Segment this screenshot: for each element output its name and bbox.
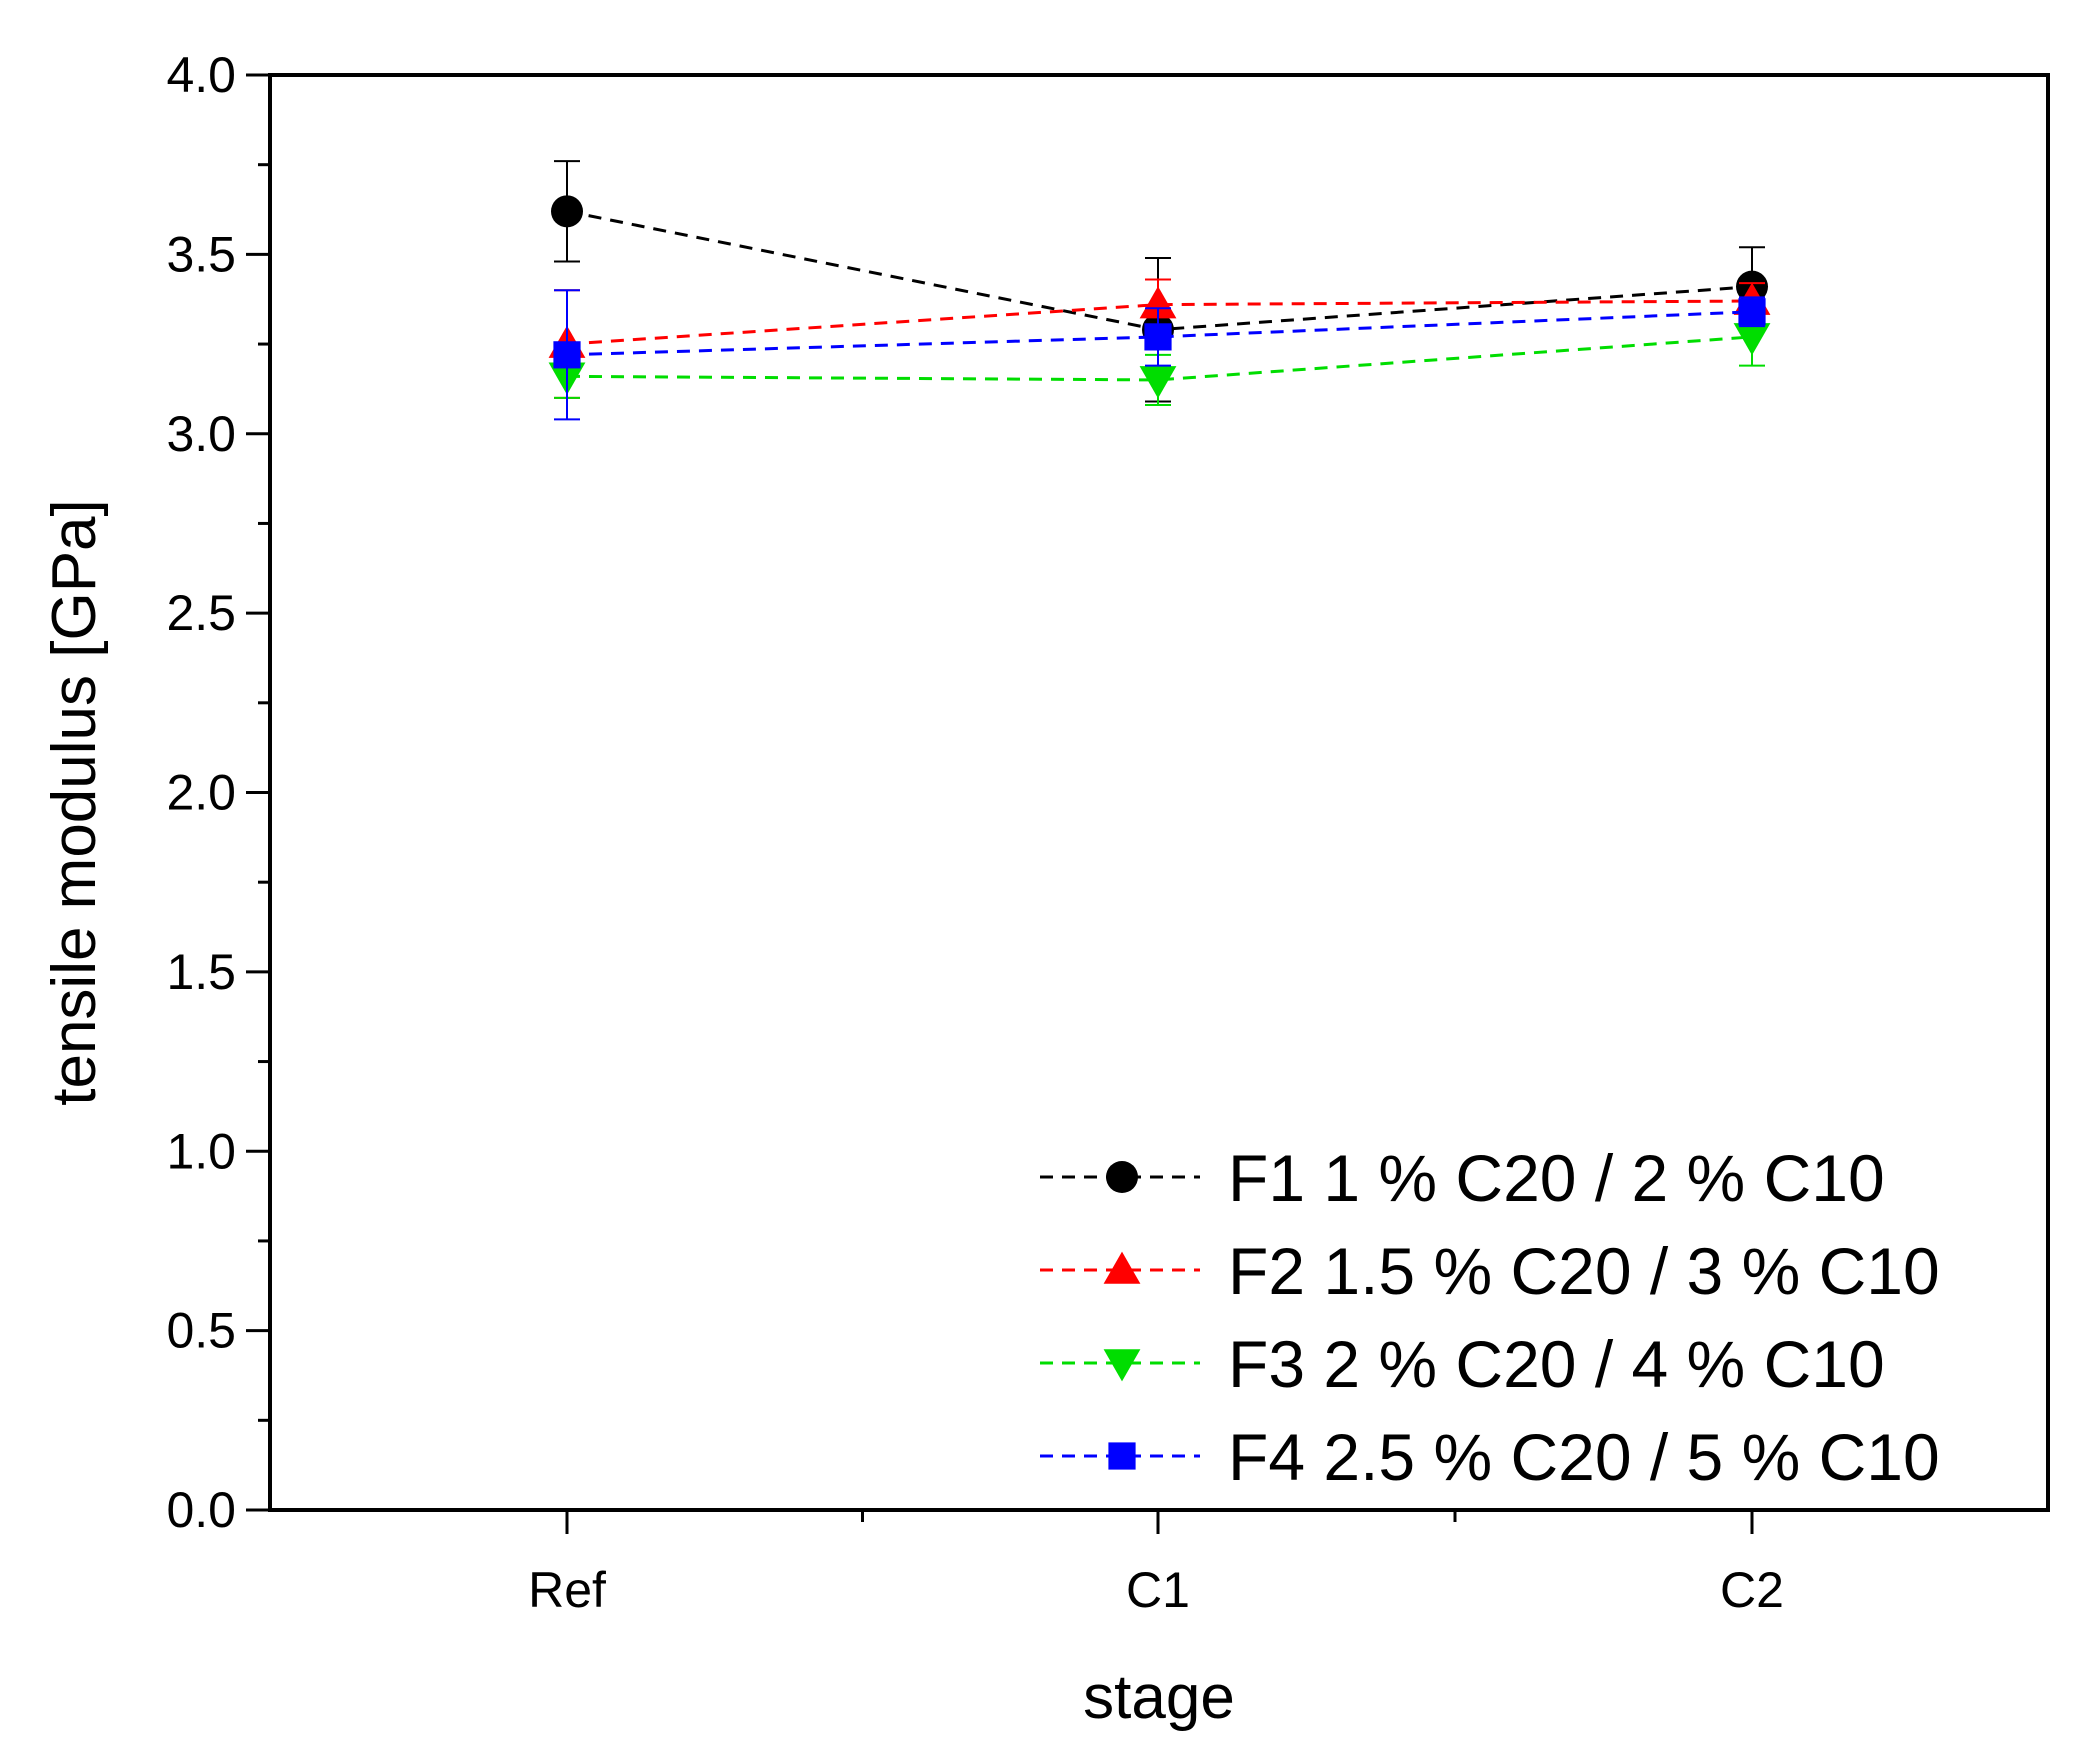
legend: F1 1 % C20 / 2 % C10 F2 1.5 % C20 / 3 % C… (1040, 1141, 1940, 1494)
legend-label: F2 1.5 % C20 / 3 % C10 (1228, 1234, 1940, 1308)
y-tick-label: 1.0 (166, 1123, 236, 1179)
y-tick-label: 4.0 (166, 47, 236, 103)
y-axis-title: tensile modulus [GPa] (40, 499, 109, 1106)
legend-item: F4 2.5 % C20 / 5 % C10 (1040, 1420, 1940, 1494)
x-axis: Ref C1 C2 (528, 1510, 1784, 1618)
legend-marker (1103, 1251, 1141, 1284)
data-point (1738, 298, 1766, 326)
legend-marker (1103, 1349, 1141, 1382)
y-tick-label: 0.0 (166, 1482, 236, 1538)
x-tick-label: Ref (528, 1562, 606, 1618)
legend-label: F1 1 % C20 / 2 % C10 (1228, 1141, 1885, 1215)
data-point (553, 341, 581, 369)
data-point (1733, 323, 1771, 356)
x-tick-label: C1 (1126, 1562, 1190, 1618)
legend-label: F4 2.5 % C20 / 5 % C10 (1228, 1420, 1940, 1494)
y-tick-label: 0.5 (166, 1303, 236, 1359)
y-tick-label: 2.5 (166, 585, 236, 641)
series-layer (548, 160, 1771, 421)
y-tick-label: 1.5 (166, 944, 236, 1000)
data-point (1144, 323, 1172, 351)
data-point (1139, 366, 1177, 399)
series-4 (553, 289, 1766, 421)
legend-item: F2 1.5 % C20 / 3 % C10 (1040, 1234, 1940, 1308)
data-point (551, 195, 583, 228)
legend-item: F3 2 % C20 / 4 % C10 (1040, 1327, 1885, 1401)
x-tick-label: C2 (1720, 1562, 1784, 1618)
data-point (1139, 286, 1177, 319)
legend-marker (1106, 1161, 1138, 1193)
x-axis-title: stage (1083, 1663, 1235, 1732)
y-axis: 0.0 0.5 1.0 1.5 2.0 2.5 3.0 3.5 4.0 (166, 47, 270, 1538)
legend-item: F1 1 % C20 / 2 % C10 (1040, 1141, 1885, 1215)
y-tick-label: 3.0 (166, 406, 236, 462)
legend-label: F3 2 % C20 / 4 % C10 (1228, 1327, 1885, 1401)
legend-marker (1108, 1442, 1136, 1470)
y-tick-label: 3.5 (166, 226, 236, 282)
y-tick-label: 2.0 (166, 765, 236, 821)
